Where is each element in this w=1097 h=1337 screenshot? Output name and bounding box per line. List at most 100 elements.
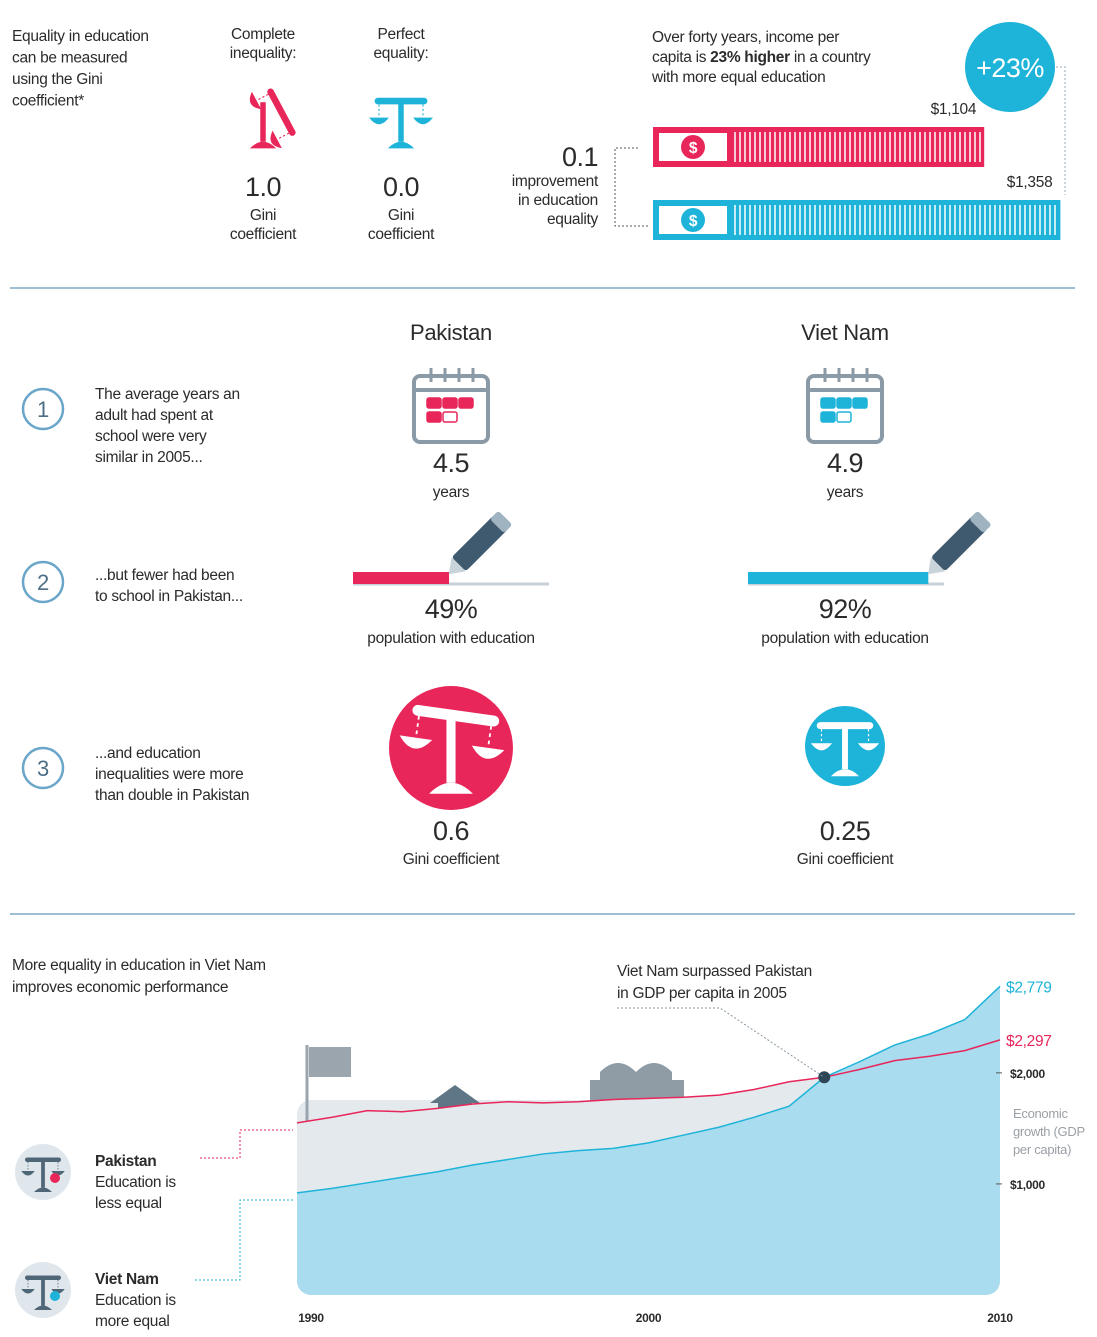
educated-text: population with education bbox=[367, 630, 534, 647]
legend-description: less equal bbox=[95, 1195, 162, 1212]
headline-highlight: 23% higher bbox=[710, 49, 790, 66]
scale-icon bbox=[246, 82, 299, 151]
scale-beam bbox=[246, 82, 299, 151]
bill-symbol: $ bbox=[689, 213, 698, 230]
calendar-day bbox=[459, 398, 473, 408]
gini-value: 0.6 bbox=[433, 816, 469, 846]
scale-string bbox=[277, 133, 289, 139]
gini-text: Gini coefficient bbox=[797, 851, 895, 868]
gini-caption: Perfect bbox=[377, 26, 425, 43]
scale-pan bbox=[246, 92, 261, 113]
income-label: $1,358 bbox=[1007, 174, 1053, 191]
bracket bbox=[615, 148, 648, 226]
calendar-frame bbox=[808, 376, 882, 442]
scale-bar bbox=[266, 87, 297, 137]
step-text: to school in Pakistan... bbox=[95, 588, 243, 605]
legend-description: Education is bbox=[95, 1292, 176, 1309]
step-number: 3 bbox=[37, 756, 49, 781]
end-label: $2,297 bbox=[1006, 1033, 1052, 1050]
end-label: $2,779 bbox=[1006, 979, 1052, 996]
chart-title: More equality in education in Viet Nam bbox=[12, 957, 266, 974]
y-axis-label: growth (GDP bbox=[1013, 1124, 1085, 1139]
step-text: ...and education bbox=[95, 745, 201, 762]
gini-unit: coefficient bbox=[368, 226, 435, 243]
legend-dot bbox=[50, 1291, 60, 1301]
scale-icon bbox=[369, 98, 433, 149]
scale-pan bbox=[369, 118, 389, 125]
income-label: $1,104 bbox=[931, 101, 977, 118]
calendar-day bbox=[837, 412, 851, 422]
legend-name: Pakistan bbox=[95, 1153, 156, 1170]
pencil-icon bbox=[442, 511, 513, 582]
years-value: 4.5 bbox=[433, 448, 469, 478]
headline-line: capita is bbox=[652, 49, 710, 66]
step-number: 2 bbox=[37, 570, 49, 595]
progress-fill bbox=[748, 572, 928, 584]
gini-unit: Gini bbox=[250, 207, 276, 224]
y-axis-label: per capita) bbox=[1013, 1142, 1071, 1157]
headline-line: Over forty years, income per bbox=[652, 29, 839, 46]
scale-bar bbox=[817, 722, 873, 729]
intro-text: coefficient* bbox=[12, 93, 84, 110]
pencil-icon bbox=[921, 511, 992, 582]
x-tick-label: 1990 bbox=[298, 1311, 324, 1325]
calendar-day bbox=[443, 398, 457, 408]
x-tick-label: 2000 bbox=[636, 1311, 662, 1325]
progress-fill bbox=[353, 572, 449, 584]
country-name: Viet Nam bbox=[801, 320, 889, 345]
gini-caption: inequality: bbox=[230, 45, 297, 62]
scale-pan bbox=[413, 118, 433, 125]
gini-text: Gini coefficient bbox=[403, 851, 501, 868]
calendar-day bbox=[821, 398, 835, 408]
calendar-day bbox=[427, 412, 441, 422]
intro-text: using the Gini bbox=[12, 71, 103, 88]
chart-title: improves economic performance bbox=[12, 979, 228, 996]
intro-text: Equality in education bbox=[12, 28, 149, 45]
headline-line: in a country bbox=[790, 49, 871, 66]
years-value: 4.9 bbox=[827, 448, 863, 478]
y-tick-label: $1,000 bbox=[1010, 1178, 1046, 1192]
improvement-value: 0.1 bbox=[562, 142, 598, 172]
gini-value: 0.0 bbox=[383, 172, 419, 202]
legend-name: Viet Nam bbox=[95, 1271, 159, 1288]
legend-dot bbox=[50, 1173, 60, 1183]
scale-bar bbox=[375, 98, 428, 105]
step-number: 1 bbox=[37, 397, 49, 422]
gini-caption: equality: bbox=[373, 45, 428, 62]
flag bbox=[309, 1047, 351, 1077]
legend-description: more equal bbox=[95, 1313, 170, 1330]
calendar-day bbox=[837, 398, 851, 408]
step-text: ...but fewer had been bbox=[95, 567, 234, 584]
calendar-icon bbox=[808, 368, 882, 442]
country-name: Pakistan bbox=[410, 320, 492, 345]
years-unit: years bbox=[827, 484, 864, 501]
calendar-day bbox=[853, 398, 867, 408]
gini-caption: Complete bbox=[231, 26, 295, 43]
bill-symbol: $ bbox=[689, 140, 698, 157]
headline: Over forty years, income per capita is 23… bbox=[651, 29, 871, 86]
improvement-text: improvement bbox=[512, 173, 599, 190]
gini-unit: Gini bbox=[388, 207, 414, 224]
step-text: adult had spent at bbox=[95, 407, 214, 424]
improvement-text: equality bbox=[547, 211, 599, 228]
educated-value: 92% bbox=[819, 594, 872, 624]
annotation: in GDP per capita in 2005 bbox=[617, 985, 787, 1002]
calendar-day bbox=[427, 398, 441, 408]
calendar-day bbox=[443, 412, 457, 422]
step-text: school were very bbox=[95, 428, 207, 445]
infographic: Equality in educationcan be measuredusin… bbox=[0, 0, 1097, 1337]
gini-value: 0.25 bbox=[820, 816, 871, 846]
calendar-icon bbox=[414, 368, 488, 442]
legend-description: Education is bbox=[95, 1174, 176, 1191]
x-tick-label: 2010 bbox=[987, 1311, 1013, 1325]
scale-bar bbox=[25, 1276, 61, 1281]
step-text: The average years an bbox=[95, 386, 240, 403]
scale-base bbox=[388, 142, 414, 149]
annotation: Viet Nam surpassed Pakistan bbox=[617, 963, 812, 980]
gini-unit: coefficient bbox=[230, 226, 297, 243]
badge-text: +23% bbox=[976, 53, 1044, 83]
connector bbox=[1052, 67, 1065, 195]
step-text: inequalities were more bbox=[95, 766, 243, 783]
calendar-frame bbox=[414, 376, 488, 442]
educated-value: 49% bbox=[425, 594, 478, 624]
